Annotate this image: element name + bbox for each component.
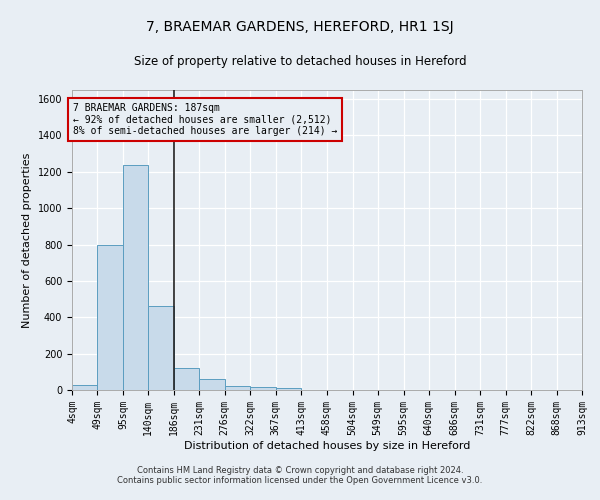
Bar (199, 379, 224, 390)
Bar (123, 164, 148, 390)
Text: 7, BRAEMAR GARDENS, HEREFORD, HR1 1SJ: 7, BRAEMAR GARDENS, HEREFORD, HR1 1SJ (146, 20, 454, 34)
Y-axis label: Number of detached properties: Number of detached properties (22, 152, 32, 328)
Bar (72, 386, 97, 390)
X-axis label: Distribution of detached houses by size in Hereford: Distribution of detached houses by size … (184, 440, 470, 450)
Bar (224, 386, 250, 390)
Bar (275, 388, 301, 390)
Bar (148, 306, 174, 390)
Bar (250, 386, 275, 390)
Text: Size of property relative to detached houses in Hereford: Size of property relative to detached ho… (134, 55, 466, 68)
Text: 7 BRAEMAR GARDENS: 187sqm
← 92% of detached houses are smaller (2,512)
8% of sem: 7 BRAEMAR GARDENS: 187sqm ← 92% of detac… (73, 102, 337, 136)
Bar (174, 368, 199, 390)
Bar (97, 244, 123, 390)
Text: Contains HM Land Registry data © Crown copyright and database right 2024.
Contai: Contains HM Land Registry data © Crown c… (118, 466, 482, 485)
